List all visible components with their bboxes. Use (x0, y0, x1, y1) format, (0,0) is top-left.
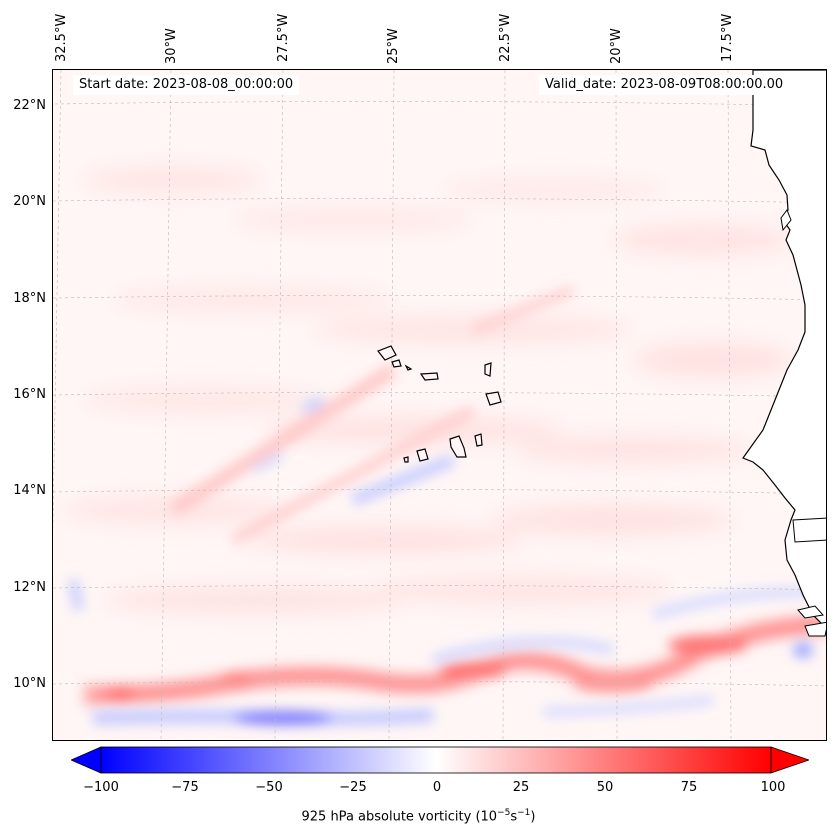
diagonal-bands (68, 285, 575, 611)
cbar-tick-neg100: −100 (83, 780, 119, 795)
vorticity-field (53, 70, 826, 740)
lat-label-12n: 12°N (13, 580, 46, 595)
lon-label-17-5w: 17.5°W (720, 13, 735, 62)
cbar-tick-neg25: −25 (339, 780, 367, 795)
island-sao-nicolau (419, 372, 439, 381)
valid-date-label: Valid_date: 2023-08-09T08:00:00.00 (539, 75, 790, 95)
cbar-label-exp1: −5 (497, 808, 511, 818)
cape-verde-islands (377, 345, 502, 463)
africa-coastline (742, 70, 826, 637)
lat-label-20n: 20°N (13, 194, 46, 209)
start-date-label: Start date: 2023-08-08_00:00:00 (73, 75, 300, 95)
colorbar-svg (69, 746, 811, 774)
colorbar (69, 745, 811, 775)
island-santa-luzia (404, 364, 413, 371)
island-fogo (416, 448, 429, 462)
strong-vorticity-band (82, 614, 826, 706)
lon-label-32-5w: 32.5°W (54, 13, 69, 62)
colorbar-min-extend (69, 746, 102, 774)
lat-label-18n: 18°N (13, 291, 46, 306)
cbar-tick-100: 100 (760, 780, 786, 795)
island-boa-vista (485, 391, 502, 406)
colorbar-bar (100, 746, 772, 774)
island-maio (474, 433, 483, 447)
cbar-label-mid: s (510, 809, 518, 825)
cbar-label-exp2: −1 (517, 808, 531, 818)
lon-label-22-5w: 22.5°W (498, 13, 513, 62)
island-sal (484, 362, 492, 377)
lon-label-30w: 30°W (164, 28, 179, 64)
cbar-tick-0: 0 (432, 780, 442, 795)
weak-positive-patches (63, 166, 793, 614)
negative-vorticity-band (92, 586, 824, 726)
lat-label-16n: 16°N (13, 387, 46, 402)
lon-label-25w: 25°W (386, 28, 401, 64)
cbar-label-prefix: 925 hPa absolute vorticity (10 (301, 809, 498, 825)
colorbar-max-extend (770, 746, 811, 774)
cbar-tick-25: 25 (512, 780, 530, 795)
cbar-tick-75: 75 (680, 780, 698, 795)
cbar-tick-neg50: −50 (255, 780, 283, 795)
cbar-label-suffix: ) (530, 809, 536, 825)
lon-label-20w: 20°W (609, 28, 624, 64)
graticule (53, 70, 826, 740)
lon-label-27-5w: 27.5°W (276, 13, 291, 62)
island-santo-antao (377, 345, 397, 361)
map-panel[interactable] (52, 69, 827, 741)
lat-label-14n: 14°N (13, 483, 46, 498)
island-brava (403, 456, 409, 463)
island-santiago (449, 435, 467, 458)
cbar-tick-neg75: −75 (171, 780, 199, 795)
colorbar-label: 925 hPa absolute vorticity (10−5s−1) (0, 808, 837, 824)
lat-label-10n: 10°N (13, 676, 46, 691)
cbar-tick-50: 50 (596, 780, 614, 795)
island-sao-vicente (391, 359, 402, 368)
lat-label-22n: 22°N (13, 98, 46, 113)
